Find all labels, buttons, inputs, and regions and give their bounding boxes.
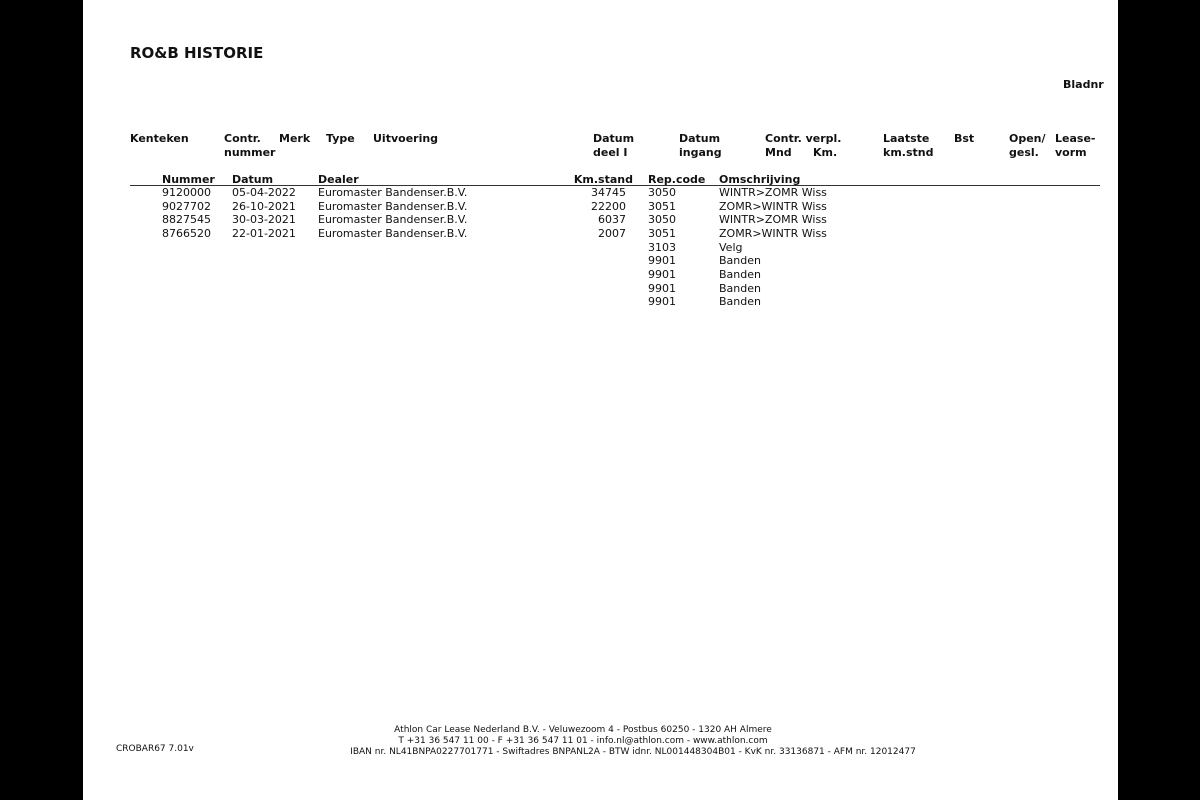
row-omschrijving: ZOMR>WINTR Wiss — [719, 199, 827, 213]
row-datum: 30-03-2021 — [232, 213, 296, 227]
row-repcode: 3103 — [648, 240, 676, 254]
table-row: 8827545 30-03-2021 Euromaster Bandenser.B.… — [83, 213, 1118, 226]
row-nummer: 9120000 — [162, 186, 211, 199]
header-datum-deel-2: deel I — [593, 146, 628, 159]
header-merk: Merk — [279, 132, 311, 145]
row-repcode: 9901 — [648, 295, 676, 309]
row-omschrijving: Velg — [719, 240, 743, 254]
row-repcode: 3051 — [648, 226, 676, 240]
row-omschrijving: WINTR>ZOMR Wiss — [719, 186, 827, 199]
footer-line-3: IBAN nr. NL41BNPA0227701771 - Swiftadres… — [350, 747, 916, 757]
header-contr-nummer: nummer — [224, 146, 276, 159]
row-dealer: Euromaster Bandenser.B.V. — [318, 186, 468, 199]
subheader-omschrijving: Omschrijving — [719, 173, 801, 186]
subheader-nummer: Nummer — [162, 173, 215, 186]
header-type: Type — [326, 132, 355, 145]
table-row: 9027702 26-10-2021 Euromaster Bandenser.B.… — [83, 200, 1118, 213]
header-contr-verpl: Contr. verpl. — [765, 132, 842, 145]
row-repcode: 3050 — [648, 186, 676, 199]
header-datum-ingang: Datum — [679, 132, 721, 145]
table-row: 3103 Velg — [83, 241, 1118, 254]
row-omschrijving: Banden — [719, 281, 761, 295]
table-row: 9901 Banden — [83, 282, 1118, 295]
row-kmstand: 22200 — [591, 199, 626, 213]
row-datum: 22-01-2021 — [232, 226, 296, 240]
table-row: 9901 Banden — [83, 295, 1118, 308]
row-nummer: 8766520 — [162, 226, 211, 240]
row-repcode: 9901 — [648, 267, 676, 281]
row-kmstand: 2007 — [598, 226, 626, 240]
page-title: RO&B HISTORIE — [130, 44, 264, 62]
footer-line-2: T +31 36 547 11 00 - F +31 36 547 11 01 … — [398, 736, 768, 746]
row-repcode: 9901 — [648, 281, 676, 295]
row-omschrijving: Banden — [719, 267, 761, 281]
header-mnd: Mnd — [765, 146, 792, 159]
row-omschrijving: Banden — [719, 254, 761, 268]
row-repcode: 3051 — [648, 199, 676, 213]
row-omschrijving: ZOMR>WINTR Wiss — [719, 226, 827, 240]
header-uitvoering: Uitvoering — [373, 132, 439, 145]
subheader-repcode: Rep.code — [648, 173, 706, 186]
header-vorm: vorm — [1055, 146, 1087, 159]
header-divider — [130, 185, 1100, 186]
subheader-kmstand: Km.stand — [573, 173, 633, 186]
table-row: 9901 Banden — [83, 254, 1118, 267]
row-kmstand: 34745 — [591, 186, 626, 199]
row-omschrijving: WINTR>ZOMR Wiss — [719, 213, 827, 227]
row-nummer: 8827545 — [162, 213, 211, 227]
subheader-datum: Datum — [232, 173, 274, 186]
row-repcode: 9901 — [648, 254, 676, 268]
row-dealer: Euromaster Bandenser.B.V. — [318, 213, 468, 227]
row-nummer: 9027702 — [162, 199, 211, 213]
bladnr-label: Bladnr — [1063, 78, 1104, 91]
row-dealer: Euromaster Bandenser.B.V. — [318, 226, 468, 240]
subheader-dealer: Dealer — [318, 173, 359, 186]
header-gesl: gesl. — [1009, 146, 1039, 159]
row-datum: 26-10-2021 — [232, 199, 296, 213]
table-row: 8766520 22-01-2021 Euromaster Bandenser.B.… — [83, 227, 1118, 240]
document-page: RO&B HISTORIE Bladnr Kenteken Contr. num… — [83, 0, 1118, 800]
header-km: Km. — [813, 146, 838, 159]
header-lease: Lease- — [1055, 132, 1096, 145]
row-dealer: Euromaster Bandenser.B.V. — [318, 199, 468, 213]
header-datum-deel: Datum — [593, 132, 635, 145]
header-datum-ingang-2: ingang — [679, 146, 722, 159]
table-row: 9901 Banden — [83, 268, 1118, 281]
header-laatste-kmstnd: km.stnd — [883, 146, 934, 159]
header-contr: Contr. — [224, 132, 261, 145]
row-repcode: 3050 — [648, 213, 676, 227]
row-kmstand: 6037 — [598, 213, 626, 227]
header-kenteken: Kenteken — [130, 132, 189, 145]
header-open: Open/ — [1009, 132, 1046, 145]
row-datum: 05-04-2022 — [232, 186, 296, 199]
header-bst: Bst — [954, 132, 975, 145]
footer-line-1: Athlon Car Lease Nederland B.V. - Veluwe… — [394, 725, 772, 735]
footer-code: CROBAR67 7.01v — [116, 744, 194, 754]
header-laatste: Laatste — [883, 132, 930, 145]
row-omschrijving: Banden — [719, 295, 761, 309]
table-row: 9120000 05-04-2022 Euromaster Bandenser.B.… — [83, 186, 1118, 199]
